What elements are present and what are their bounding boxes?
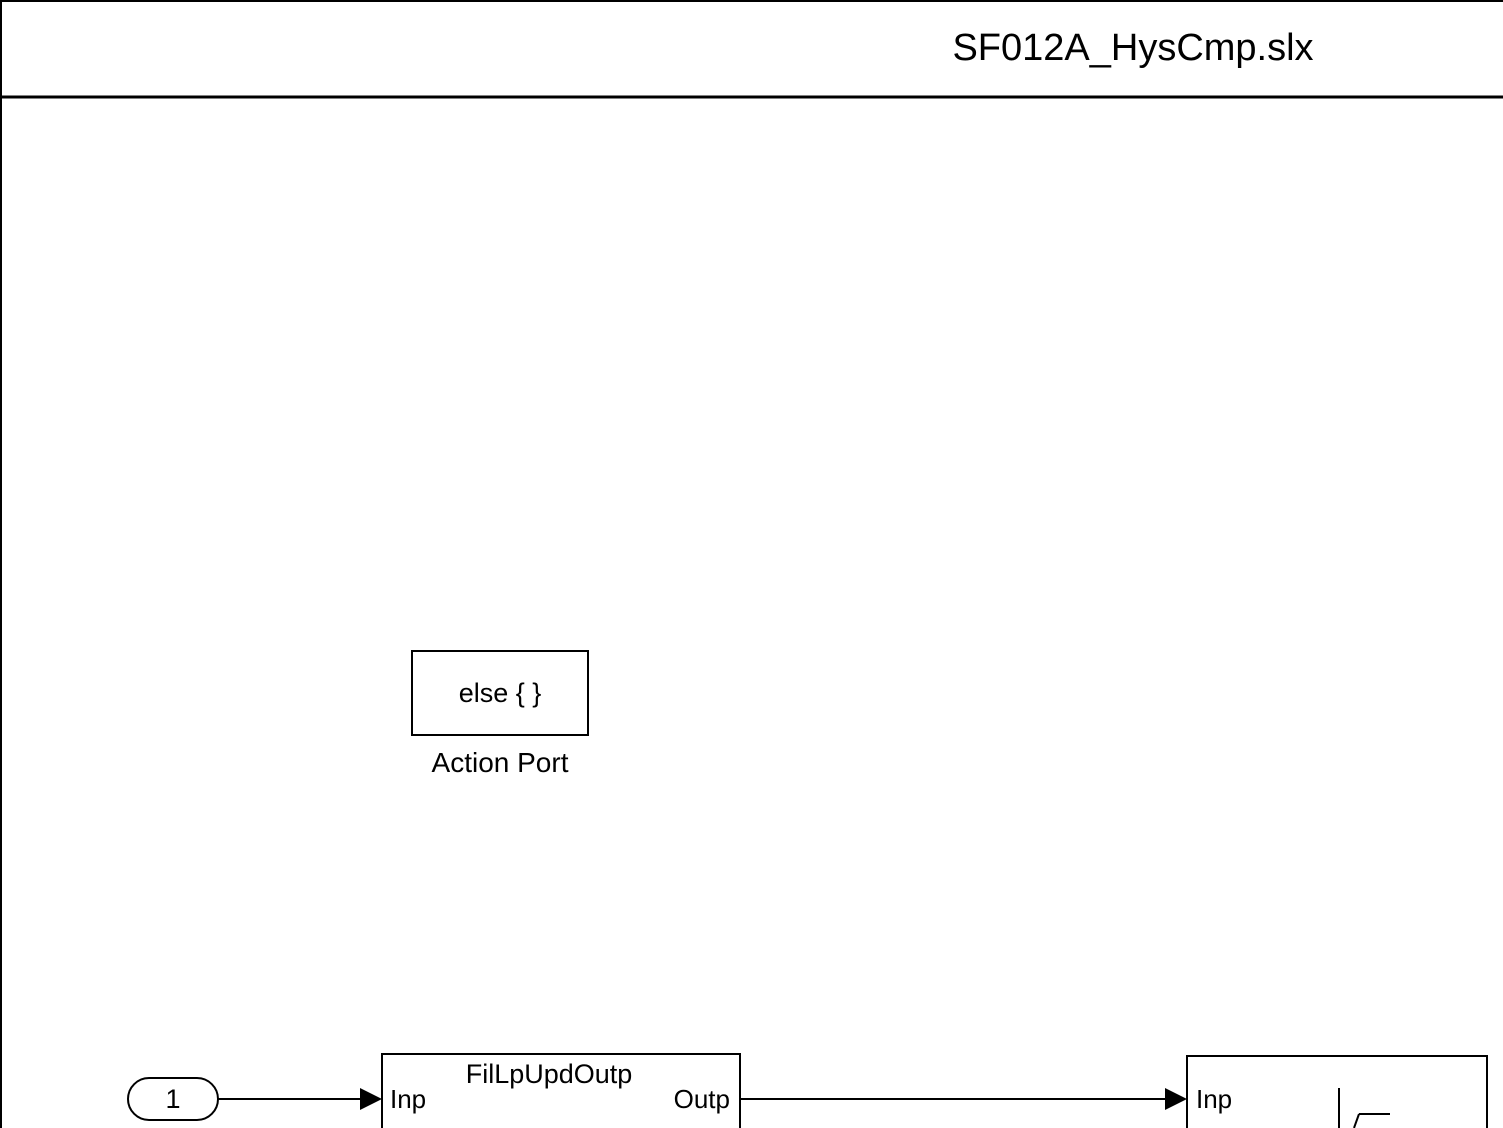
filter-subsystem-block[interactable]: FilLpUpdOutp Inp Outp [381, 1053, 741, 1128]
model-title: SF012A_HysCmp.slx [952, 27, 1313, 69]
arrowhead-hysteresis-input [1165, 1088, 1187, 1110]
hysteresis-box[interactable] [1186, 1055, 1488, 1128]
inport-number: 1 [165, 1084, 180, 1114]
hysteresis-relay-icon [1338, 1088, 1390, 1128]
action-port-text: else { } [459, 678, 542, 708]
hysteresis-input-port-label: Inp [1196, 1084, 1232, 1114]
hysteresis-block[interactable]: Inp [1186, 1055, 1488, 1128]
filter-output-port-label: Outp [674, 1084, 730, 1114]
action-port-block[interactable]: else { } [411, 650, 589, 736]
filter-subsystem-box[interactable] [381, 1053, 741, 1128]
arrowhead-filter-input [360, 1088, 382, 1110]
filter-input-port-label: Inp [390, 1084, 426, 1114]
action-port-label: Action Port [432, 747, 569, 778]
filter-subsystem-name: FilLpUpdOutp [466, 1059, 633, 1089]
inport-block[interactable]: 1 [127, 1077, 219, 1121]
action-port-box[interactable] [411, 650, 589, 736]
